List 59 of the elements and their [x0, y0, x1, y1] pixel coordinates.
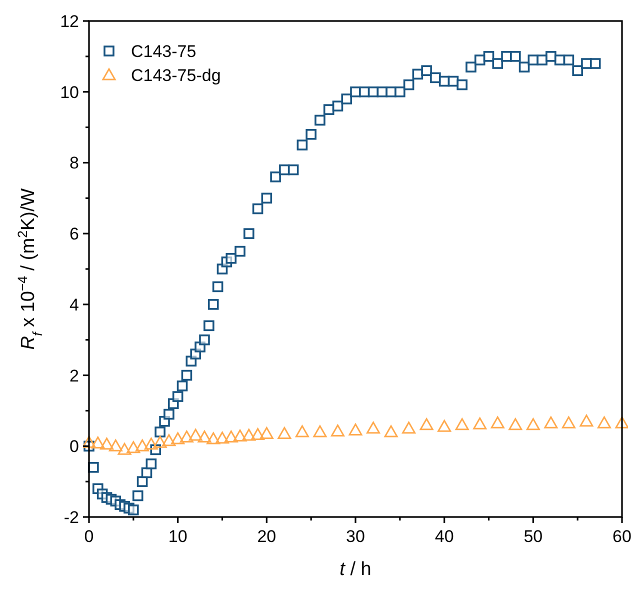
x-tick-label: 0: [84, 527, 94, 546]
point: [91, 436, 105, 449]
point: [438, 420, 452, 432]
point: [597, 416, 611, 428]
point: [508, 418, 522, 430]
point: [108, 439, 122, 452]
point: [615, 416, 628, 428]
point: [83, 436, 96, 448]
y-tick-label: 8: [70, 154, 79, 173]
point: [100, 438, 114, 450]
point: [420, 418, 434, 430]
point: [490, 416, 504, 428]
x-tick-label: 20: [257, 527, 276, 546]
point: [198, 430, 212, 443]
point: [216, 432, 229, 444]
point: [544, 416, 558, 428]
point: [278, 426, 292, 439]
x-axis-title: t / h: [340, 559, 372, 580]
y-tick-label: 12: [60, 12, 79, 31]
y-tick-label: 10: [60, 82, 79, 102]
point: [384, 425, 398, 438]
point: [366, 422, 380, 434]
y-tick-label: 0: [70, 437, 79, 456]
point: [242, 428, 256, 441]
y-tick-label: 2: [70, 366, 79, 386]
point: [455, 418, 469, 430]
point: [180, 430, 194, 443]
y-tick-label: 6: [70, 224, 79, 244]
point: [526, 418, 540, 430]
point: [251, 428, 265, 440]
point: [330, 424, 344, 437]
point: [144, 438, 158, 450]
point: [162, 434, 176, 446]
point: [580, 414, 594, 427]
point: [136, 439, 150, 452]
point: [206, 432, 220, 444]
point: [233, 429, 247, 442]
point: [473, 417, 487, 430]
point: [313, 425, 327, 438]
point: [295, 425, 309, 438]
point: [402, 422, 416, 434]
y-tick-label: 4: [70, 295, 79, 314]
x-tick-label: 50: [524, 527, 543, 546]
point: [188, 428, 202, 441]
point: [171, 432, 185, 444]
x-tick-label: 40: [434, 527, 454, 546]
point: [224, 430, 238, 443]
point: [562, 416, 576, 428]
x-tick-label: 10: [168, 527, 188, 546]
legend-label: C143-75-dg: [131, 66, 221, 85]
point: [348, 423, 362, 436]
point: [260, 426, 274, 439]
legend-label: C143-75: [131, 42, 196, 61]
y-tick-label: -2: [64, 508, 79, 527]
point: [118, 442, 132, 455]
x-tick-label: 30: [346, 527, 365, 546]
point: [126, 441, 140, 454]
point: [153, 436, 167, 448]
x-tick-label: 60: [612, 527, 632, 546]
